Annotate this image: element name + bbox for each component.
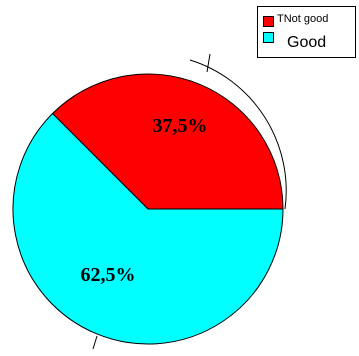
pie-data-labels: 37,5% 62,5% [81,115,208,286]
pie-slices [12,73,284,345]
legend-swatch-good [263,32,274,43]
legend-swatch-not-good [263,16,274,27]
pie-slice-not-good [51,73,284,210]
pie-slice-good [12,112,284,345]
legend-label-good: Good [287,34,327,51]
pie-shadow-arc [189,59,287,210]
data-label-not-good: 37,5% [153,115,208,137]
pie-top-tick [206,53,211,73]
data-label-good: 62,5% [81,264,136,286]
pie-bottom-tick [92,335,98,350]
chart-legend: TNot good Good [257,6,356,58]
legend-label-not-good: TNot good [277,13,329,25]
